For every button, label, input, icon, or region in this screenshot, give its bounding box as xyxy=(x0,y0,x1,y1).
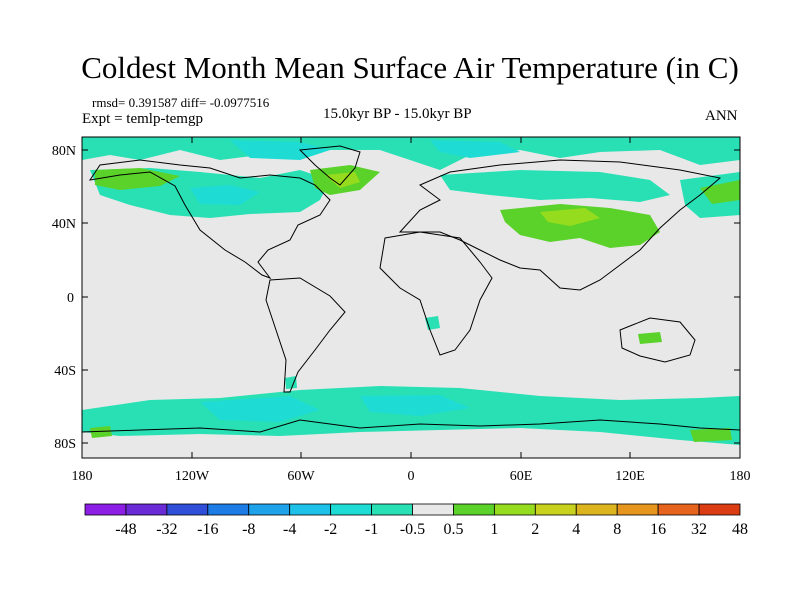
lon-label-180w: 180 xyxy=(72,469,93,484)
colorbar-swatch xyxy=(166,503,209,516)
colorbar-swatch xyxy=(207,503,250,516)
period-label: 15.0kyr BP - 15.0kyr BP xyxy=(323,106,472,122)
lon-label-120w: 120W xyxy=(175,469,210,484)
colorbar-swatch xyxy=(125,503,168,516)
antarctica-coast xyxy=(82,419,740,433)
colorbar-label: -32 xyxy=(156,521,177,538)
colorbar-label: 4 xyxy=(572,521,580,538)
colorbar-swatch xyxy=(330,503,372,516)
lat-label-40n: 40N xyxy=(52,217,76,232)
south-america-coast xyxy=(265,277,346,393)
season-label: ANN xyxy=(705,108,738,124)
antarctic-anomaly-green xyxy=(90,426,112,438)
colorbar-swatch xyxy=(453,503,495,516)
eurasia-coast xyxy=(398,159,722,291)
colorbar-label: -16 xyxy=(197,521,218,538)
colorbar-swatch xyxy=(534,503,577,516)
colorbar-swatch xyxy=(493,503,536,516)
lat-label-40s: 40S xyxy=(54,364,76,379)
na-anomaly-green xyxy=(95,168,180,190)
colorbar-label: 32 xyxy=(691,521,707,538)
map-ticks xyxy=(81,137,741,458)
colorbar-label: -2 xyxy=(324,521,337,538)
colorbar: -48 -32 -16 -8 -4 -2 -1 -0.5 0.5 1 2 4 8 16 32 48 xyxy=(84,503,748,538)
colorbar-swatch xyxy=(371,503,413,516)
australia-patch xyxy=(638,332,662,344)
lat-label-80n: 80N xyxy=(52,144,76,159)
coastlines xyxy=(82,145,740,433)
arctic-anomaly-teal-2 xyxy=(430,140,520,158)
plot-title: Coldest Month Mean Surface Air Temperatu… xyxy=(81,50,739,85)
na-anomaly-yellow xyxy=(325,172,360,188)
colorbar-swatch xyxy=(289,503,332,516)
eurasia-anomaly-green xyxy=(500,204,660,248)
greenland-coast xyxy=(298,145,361,186)
colorbar-swatch xyxy=(616,503,659,516)
colorbar-label: 1 xyxy=(490,521,498,538)
colorbar-swatch xyxy=(412,503,454,516)
rmsd-diff-stats: rmsd= 0.391587 diff= -0.0977516 xyxy=(92,95,270,110)
lon-label-0: 0 xyxy=(408,469,415,484)
colorbar-swatch xyxy=(248,503,291,516)
colorbar-label: 8 xyxy=(613,521,621,538)
lat-label-eq: 0 xyxy=(67,291,74,306)
southern-ocean-anomaly-teal xyxy=(200,396,320,422)
colorbar-label: -1 xyxy=(365,521,378,538)
lon-label-60w: 60W xyxy=(287,469,315,484)
lon-label-60e: 60E xyxy=(510,469,533,484)
lon-label-180e: 180 xyxy=(730,469,751,484)
southern-ocean-anomaly-teal-2 xyxy=(360,395,470,416)
colorbar-label: 2 xyxy=(531,521,539,538)
colorbar-label: -0.5 xyxy=(400,521,425,538)
eurasia-anomaly-yellow xyxy=(540,208,600,226)
lon-label-120e: 120E xyxy=(615,469,645,484)
colorbar-label: 0.5 xyxy=(443,521,463,538)
colorbar-swatch xyxy=(698,503,741,516)
na-anomaly-teal xyxy=(190,185,260,205)
colorbar-swatch xyxy=(84,503,127,516)
colorbar-label: 16 xyxy=(650,521,666,538)
colorbar-swatch xyxy=(575,503,618,516)
colorbar-label: 48 xyxy=(732,521,748,538)
north-america-coast xyxy=(88,159,331,280)
antarctic-anomaly-green-2 xyxy=(690,428,732,442)
sam-patch xyxy=(285,376,297,389)
eurasia-anomaly-cyan xyxy=(440,170,670,202)
lat-label-80s: 80S xyxy=(54,437,76,452)
anomaly-fields xyxy=(82,137,740,445)
colorbar-label: -48 xyxy=(115,521,136,538)
australia-coast xyxy=(619,317,696,363)
colorbar-label: -4 xyxy=(283,521,296,538)
colorbar-label: -8 xyxy=(242,521,255,538)
colorbar-swatch xyxy=(657,503,700,516)
experiment-label: Expt = temlp-temgp xyxy=(82,111,203,127)
